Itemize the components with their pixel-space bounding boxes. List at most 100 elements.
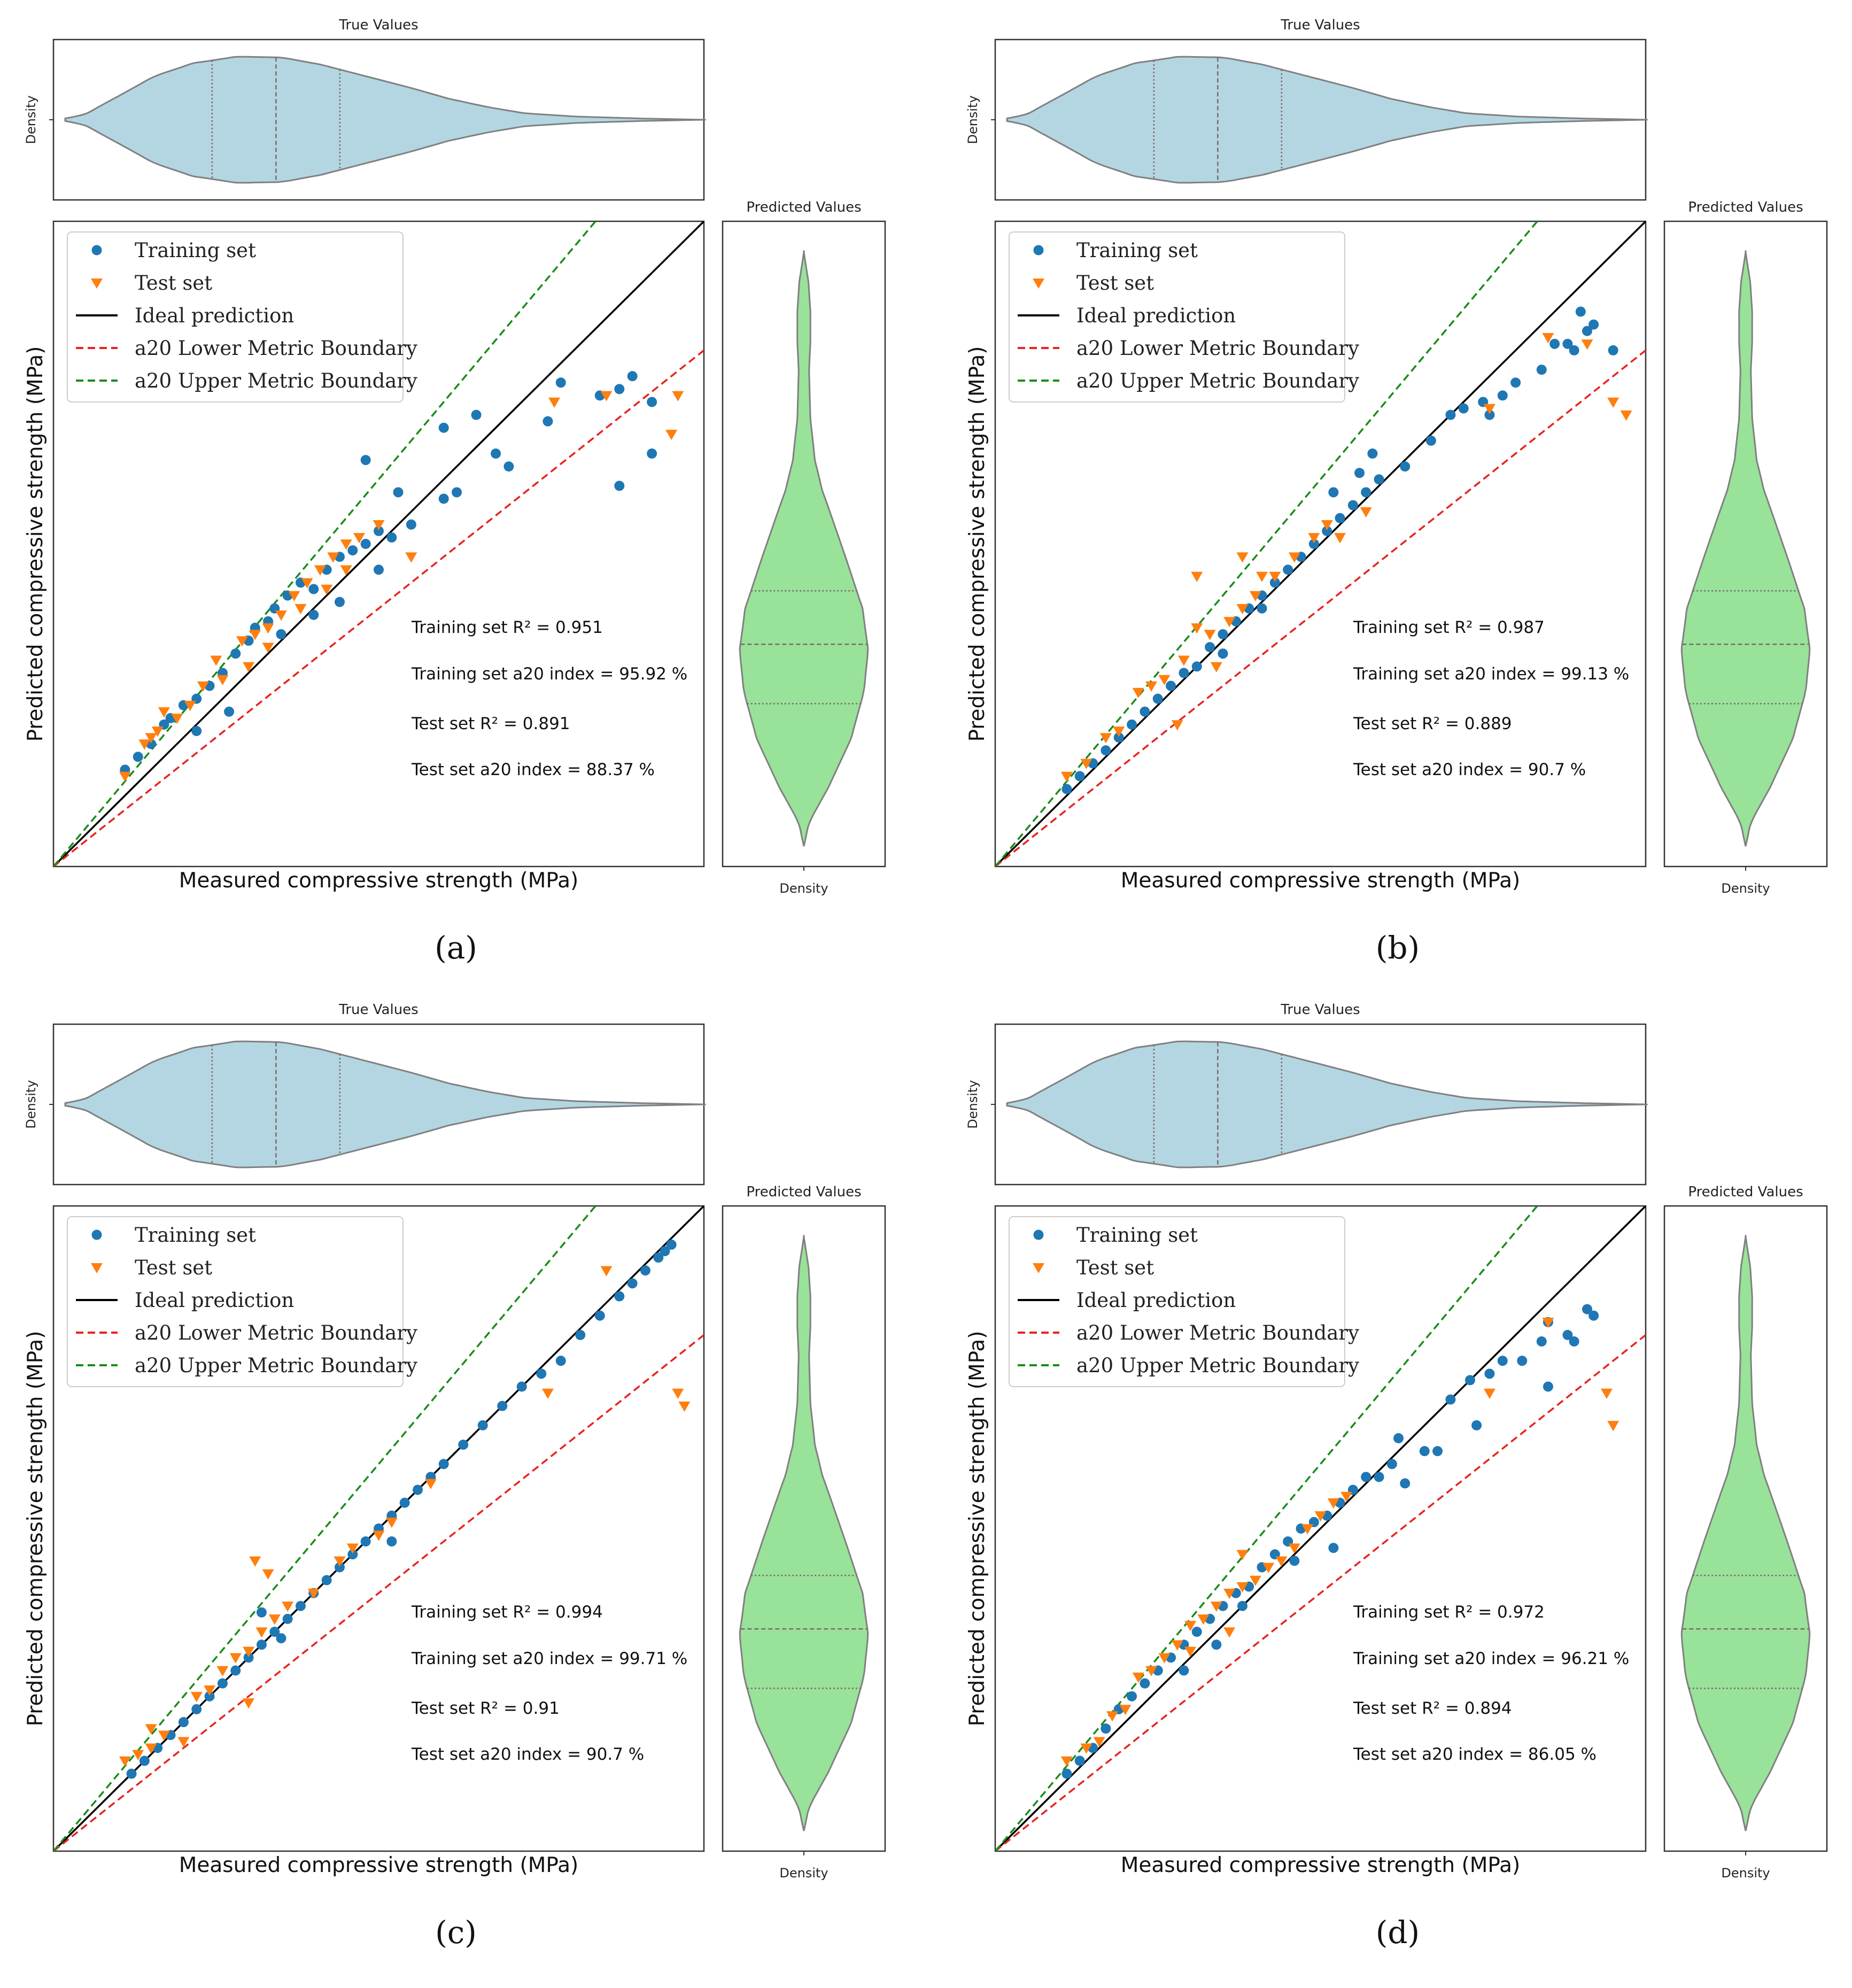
legend-label: Test set [1076, 272, 1154, 295]
test-point [184, 701, 196, 711]
test-point [1223, 1588, 1236, 1599]
test-point [1249, 1575, 1261, 1587]
test-point [151, 726, 164, 737]
test-point [229, 1653, 242, 1664]
training-point [516, 1381, 527, 1392]
test-point [171, 714, 183, 724]
training-point [1237, 1600, 1247, 1611]
legend-label: a20 Upper Metric Boundary [135, 1354, 417, 1377]
training-point [1218, 648, 1228, 659]
ideal-prediction-line [995, 1206, 1646, 1851]
training-point [1061, 1768, 1072, 1779]
panel-caption: (d) [1376, 1914, 1420, 1951]
training-point [1471, 1420, 1482, 1430]
predicted-violin-xlabel: Density [779, 1866, 828, 1881]
training-point [1562, 338, 1573, 349]
y-axis-label: Predicted compressive strength (MPa) [965, 346, 989, 741]
test-point [1581, 339, 1593, 350]
training-point [555, 377, 566, 388]
panel-a: True Values Density Training set Test set Id… [24, 17, 886, 966]
training-point [334, 1562, 345, 1573]
true-violin-ylabel: Density [24, 1080, 38, 1128]
panel-caption: (c) [435, 1914, 477, 1951]
legend-label: Test set [1076, 1256, 1154, 1279]
training-point [1347, 500, 1358, 510]
training-point [308, 609, 319, 620]
legend-test-marker [91, 279, 103, 289]
metric-annotation: Test set R² = 0.889 [1353, 714, 1512, 733]
true-violin-ylabel: Density [24, 95, 38, 144]
y-axis-label: Predicted compressive strength (MPa) [965, 1331, 989, 1726]
test-point [1236, 604, 1249, 615]
legend-frame [67, 1216, 404, 1387]
training-point [1497, 1356, 1508, 1366]
training-point [256, 1639, 267, 1650]
test-point [1132, 687, 1144, 699]
panel-d: True Values Density Training set Test set Id… [965, 1002, 1828, 1951]
test-point [1288, 552, 1300, 563]
metric-annotation: Test set a20 index = 90.7 % [1353, 760, 1586, 779]
training-point [438, 422, 449, 433]
training-point [627, 1278, 638, 1289]
predicted-values-title: Predicted Values [1688, 1184, 1803, 1200]
test-point [1158, 1653, 1171, 1664]
training-point [217, 1678, 228, 1689]
test-point [1080, 759, 1092, 769]
test-point [1223, 617, 1236, 628]
training-point [1393, 1433, 1404, 1444]
legend: Training set Test set Ideal prediction a20 … [1009, 231, 1359, 403]
training-point [230, 648, 241, 659]
training-point [471, 409, 482, 420]
legend-label: Ideal prediction [135, 304, 294, 327]
test-point [1236, 1550, 1249, 1560]
training-point [575, 1329, 586, 1340]
training-point [1140, 1678, 1150, 1689]
y-axis-label: Predicted compressive strength (MPa) [24, 1331, 48, 1726]
test-point [145, 733, 157, 744]
training-point [1386, 1459, 1397, 1469]
training-point [1289, 1556, 1300, 1566]
legend-label: Training set [135, 1224, 256, 1247]
training-point [1419, 1446, 1430, 1457]
y-axis-label: Predicted compressive strength (MPa) [24, 346, 48, 741]
test-point [275, 610, 287, 621]
predicted-values-title: Predicted Values [746, 199, 861, 215]
training-point [1308, 539, 1319, 549]
test-point [424, 1479, 437, 1490]
test-point [334, 1556, 346, 1567]
test-point [138, 739, 151, 750]
training-point [1257, 603, 1267, 614]
training-point [191, 1704, 202, 1714]
training-point [1205, 642, 1215, 653]
training-point [347, 1549, 358, 1560]
scatter-plot-area [53, 221, 704, 867]
predicted-violin-body [1680, 250, 1811, 847]
a20-lower-boundary-line [53, 350, 704, 867]
test-point [216, 1666, 229, 1677]
training-point [1445, 1394, 1456, 1405]
training-point [1608, 345, 1618, 355]
test-point [1327, 1498, 1339, 1509]
test-point [600, 1266, 613, 1277]
legend-label: a20 Lower Metric Boundary [135, 1321, 417, 1344]
test-point [268, 1614, 281, 1625]
training-point [224, 706, 235, 717]
metric-annotation: Training set R² = 0.987 [1353, 618, 1545, 637]
training-point [438, 1459, 449, 1469]
test-point [1542, 333, 1554, 344]
test-point [373, 520, 385, 531]
training-point [1582, 326, 1592, 336]
training-point [1361, 487, 1371, 498]
predicted-values-title: Predicted Values [1688, 199, 1803, 215]
scatter-plot-area [995, 1206, 1646, 1851]
test-point [177, 1737, 190, 1747]
legend-label: Ideal prediction [135, 1289, 294, 1312]
training-point [1191, 661, 1202, 672]
test-point [1483, 1388, 1495, 1399]
training-point [243, 1652, 254, 1663]
test-point [1321, 520, 1333, 531]
test-point [210, 655, 222, 666]
scatter-plot-area [53, 1206, 704, 1851]
training-point [1582, 1304, 1592, 1314]
training-point [1074, 771, 1085, 782]
